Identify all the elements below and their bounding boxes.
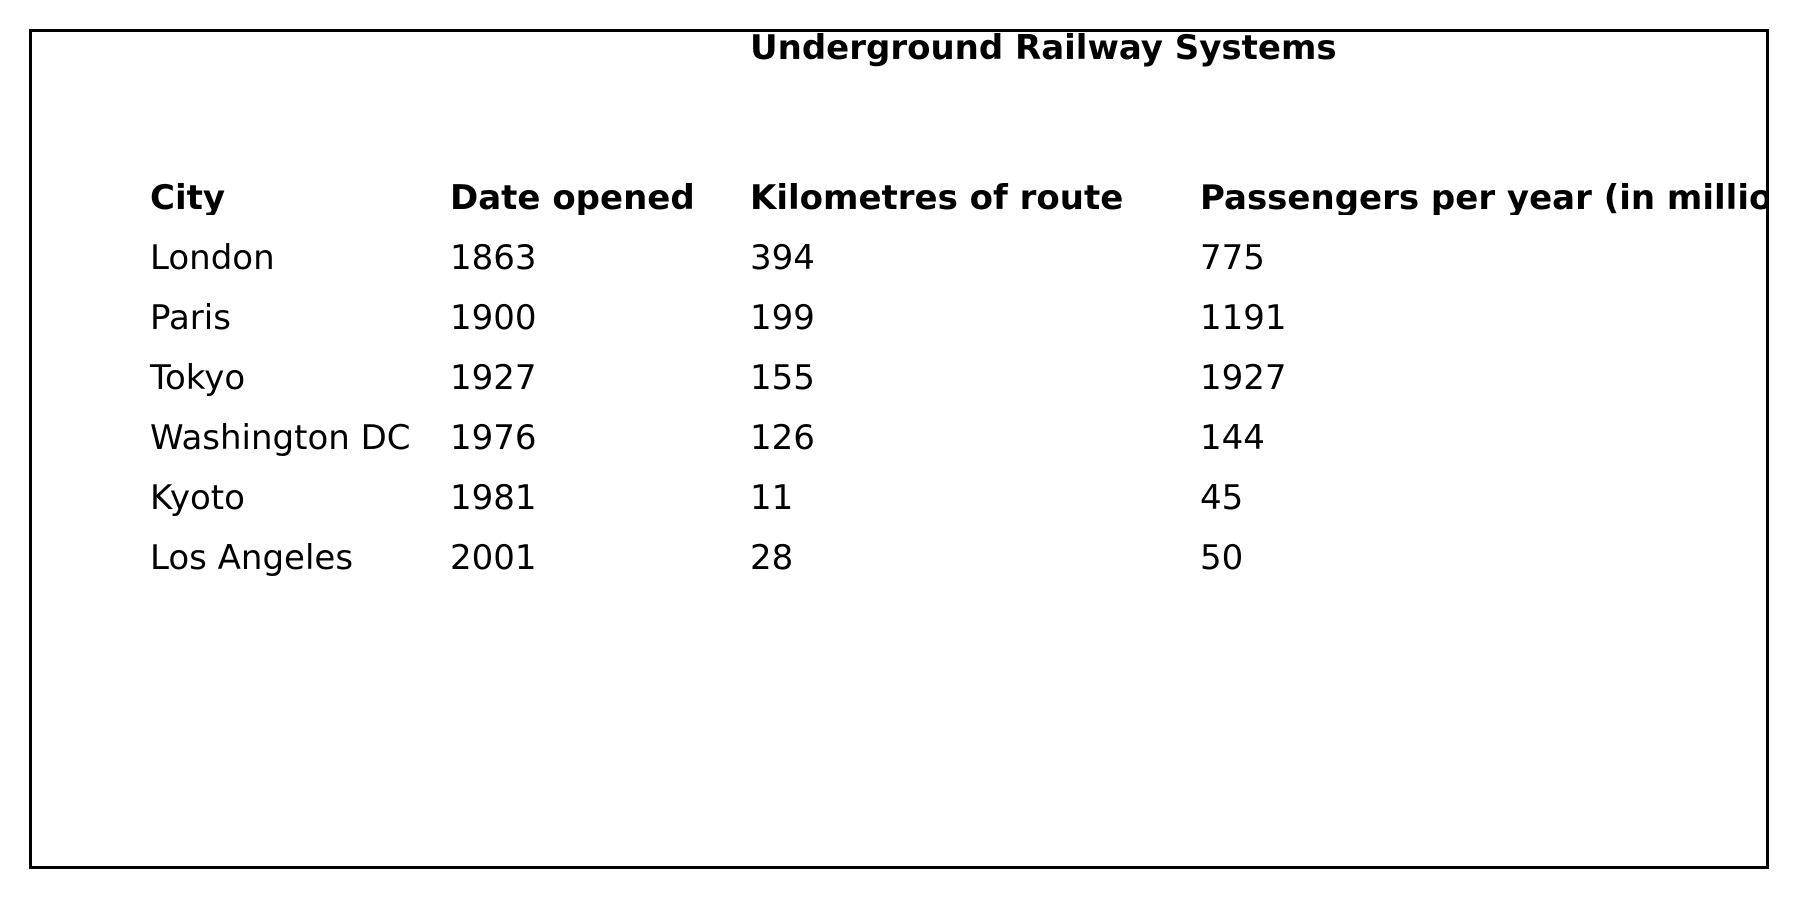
- table-cell: Tokyo: [150, 358, 246, 398]
- table-cell: 1927: [1200, 358, 1287, 398]
- column-header: Passengers per year (in millio: [1200, 181, 1766, 215]
- table-cell: Los Angeles: [150, 538, 354, 578]
- table-cell: 1976: [450, 418, 537, 458]
- chart-title: Underground Railway Systems: [750, 28, 1337, 68]
- table-cell: 1191: [1200, 298, 1287, 338]
- chart-frame: [29, 29, 1769, 869]
- table-cell: 11: [750, 478, 794, 518]
- table-cell: 45: [1200, 478, 1244, 518]
- column-header: Date opened: [450, 181, 695, 215]
- table-cell: 2001: [450, 538, 537, 578]
- table-cell: 775: [1200, 238, 1265, 278]
- table-cell: 1863: [450, 238, 537, 278]
- table-cell: 28: [750, 538, 794, 578]
- table-cell: 1981: [450, 478, 537, 518]
- column-header: City: [150, 181, 226, 215]
- table-cell: 155: [750, 358, 815, 398]
- table-cell: Paris: [150, 298, 231, 338]
- table-cell: 1900: [450, 298, 537, 338]
- column-header: Kilometres of route: [750, 181, 1124, 215]
- table-cell: 126: [750, 418, 815, 458]
- table-cell: Washington DC: [150, 418, 411, 458]
- table-cell: 199: [750, 298, 815, 338]
- table-cell: 394: [750, 238, 815, 278]
- table-cell: 50: [1200, 538, 1244, 578]
- table-cell: London: [150, 238, 275, 278]
- table-cell: Kyoto: [150, 478, 245, 518]
- table-cell: 144: [1200, 418, 1265, 458]
- table-cell: 1927: [450, 358, 537, 398]
